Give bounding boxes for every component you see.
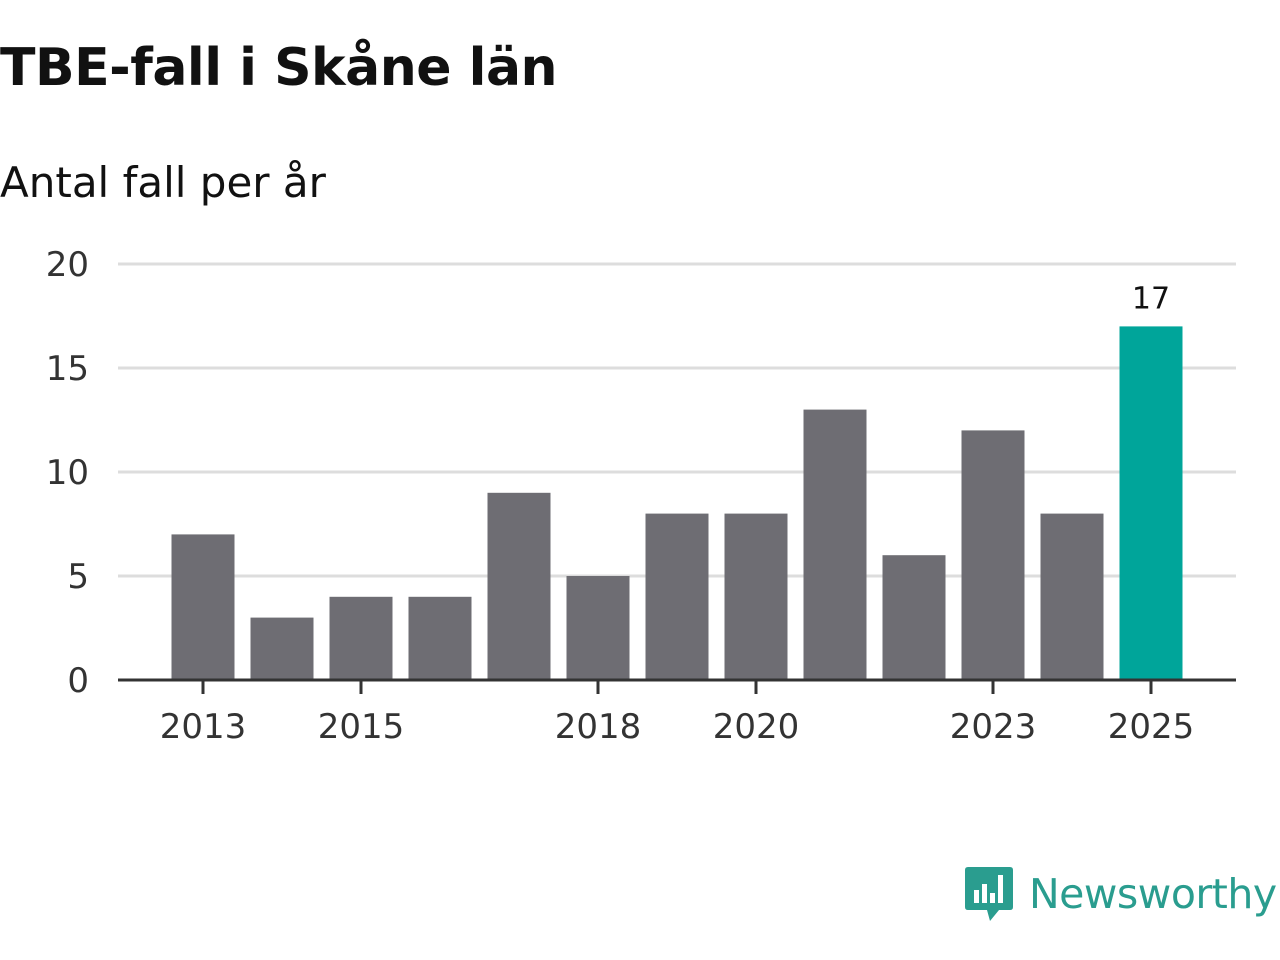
- y-tick-label: 0: [67, 661, 89, 701]
- bar-2018: [566, 576, 630, 680]
- x-tick-label: 2025: [1108, 707, 1195, 747]
- data-label-2025: 17: [1132, 281, 1170, 316]
- bar-2023: [961, 430, 1025, 680]
- bar-2014: [250, 617, 314, 680]
- x-tick-label: 2023: [950, 707, 1037, 747]
- bar-2022: [882, 555, 946, 680]
- x-tick-label: 2020: [713, 707, 800, 747]
- bar-2017: [487, 492, 551, 680]
- chart-subtitle: Antal fall per år: [0, 158, 326, 207]
- y-axis-ticks: 0 5 10 15 20: [46, 245, 89, 701]
- x-tick-label: 2013: [160, 707, 247, 747]
- bar-2021: [803, 409, 867, 680]
- chart-title: TBE-fall i Skåne län: [0, 38, 558, 98]
- data-labels: 17: [1132, 281, 1170, 316]
- bars: [171, 326, 1183, 680]
- bar-2019: [645, 513, 709, 680]
- bar-2016: [408, 596, 472, 680]
- bar-2025: [1119, 326, 1183, 680]
- x-tick-label: 2015: [318, 707, 405, 747]
- y-tick-label: 10: [46, 453, 89, 493]
- bar-2024: [1040, 513, 1104, 680]
- newsworthy-logo-icon: [965, 867, 1013, 921]
- x-tick-label: 2018: [555, 707, 642, 747]
- bar-2013: [171, 534, 235, 680]
- bar-2020: [724, 513, 788, 680]
- x-axis-ticks: 2013 2015 2018 2020 2023 2025: [160, 680, 1195, 747]
- brand-name: Newsworthy: [1029, 870, 1277, 918]
- bar-2015: [329, 596, 393, 680]
- y-tick-label: 5: [67, 557, 89, 597]
- y-tick-label: 20: [46, 245, 89, 285]
- brand-logo: Newsworthy: [963, 862, 1277, 926]
- y-tick-label: 15: [46, 349, 89, 389]
